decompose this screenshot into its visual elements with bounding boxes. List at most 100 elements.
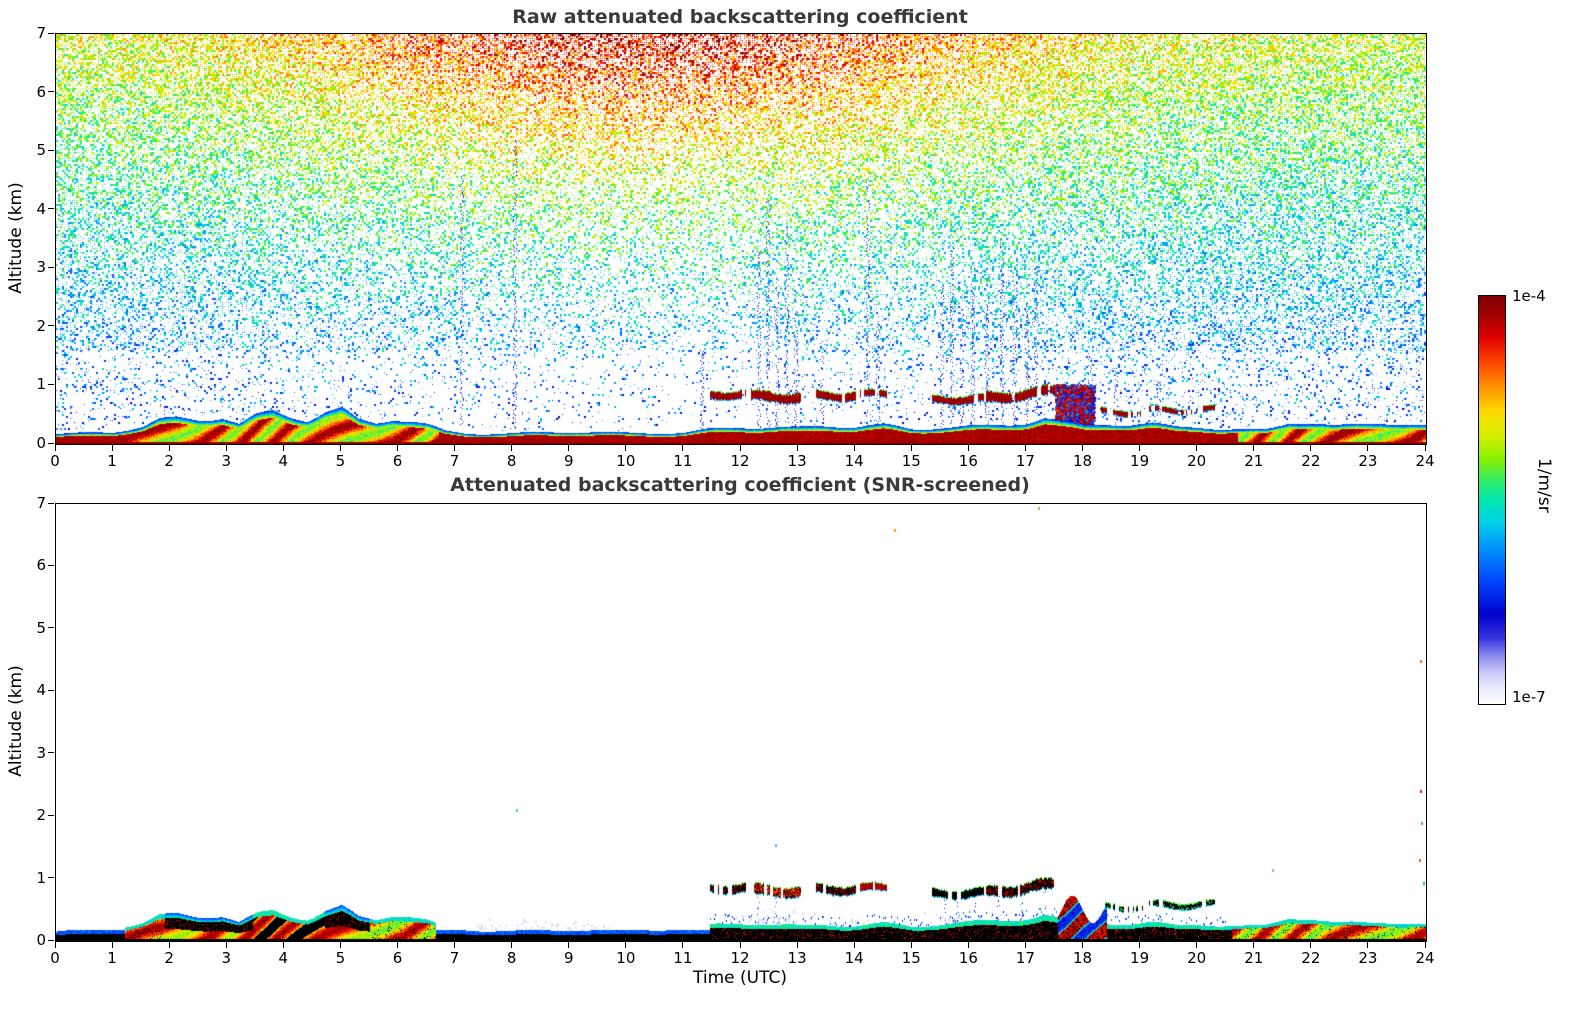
x-tick-mark: [967, 942, 969, 948]
x-tick-mark: [967, 445, 969, 451]
y-tick-label: 7: [36, 24, 46, 42]
x-tick-label: 0: [50, 949, 60, 967]
x-tick-mark: [54, 445, 56, 451]
x-tick-mark: [1253, 942, 1255, 948]
x-tick-mark: [682, 942, 684, 948]
x-tick-mark: [1367, 445, 1369, 451]
x-tick-label: 5: [335, 949, 346, 967]
x-tick-label: 5: [335, 452, 346, 470]
x-tick-mark: [454, 942, 456, 948]
y-tick-label: 6: [36, 82, 46, 101]
x-tick-label: 22: [1301, 949, 1321, 967]
x-tick-mark: [1310, 942, 1312, 948]
y-tick-mark: [48, 564, 54, 566]
x-tick-label: 10: [616, 452, 636, 470]
raw-panel-plot: [55, 33, 1427, 445]
y-tick-mark: [48, 266, 54, 268]
x-tick-label: 0: [50, 452, 60, 470]
x-tick-label: 19: [1130, 949, 1150, 967]
y-tick-label: 4: [36, 199, 46, 218]
y-tick-label: 6: [36, 556, 46, 575]
x-tick-mark: [1367, 942, 1369, 948]
y-tick-label: 2: [36, 316, 46, 335]
x-tick-mark: [739, 445, 741, 451]
x-tick-mark: [1253, 445, 1255, 451]
x-tick-mark: [796, 942, 798, 948]
x-tick-label: 11: [673, 452, 693, 470]
x-tick-label: 24: [1415, 949, 1435, 967]
x-tick-mark: [1024, 445, 1026, 451]
x-tick-mark: [54, 942, 56, 948]
x-tick-mark: [1082, 942, 1083, 948]
x-tick-label: 14: [844, 949, 864, 967]
y-tick-mark: [48, 149, 54, 151]
y-tick-mark: [48, 442, 54, 444]
x-tick-label: 6: [392, 949, 403, 967]
x-tick-label: 20: [1187, 452, 1207, 470]
x-tick-mark: [282, 445, 284, 451]
x-tick-mark: [568, 942, 570, 948]
x-tick-mark: [1139, 445, 1141, 451]
y-tick-label: 3: [36, 258, 46, 277]
y-tick-label: 0: [36, 931, 46, 949]
x-tick-mark: [910, 445, 912, 451]
y-tick-mark: [48, 383, 54, 385]
colorbar-max-tick-label: 1e-4: [1512, 287, 1546, 305]
x-tick-mark: [853, 445, 855, 451]
raw-panel-title: Raw attenuated backscattering coefficien…: [512, 6, 968, 28]
raw-heatmap-canvas: [56, 34, 1426, 444]
x-tick-mark: [853, 942, 855, 948]
x-tick-label: 10: [616, 949, 636, 967]
x-axis-label: Time (UTC): [693, 968, 787, 988]
y-tick-label: 5: [36, 618, 46, 637]
y-tick-label: 4: [36, 681, 46, 700]
x-tick-label: 16: [958, 452, 978, 470]
x-tick-label: 1: [107, 949, 117, 967]
x-tick-mark: [1082, 445, 1083, 451]
x-tick-label: 6: [392, 452, 403, 470]
x-tick-mark: [739, 942, 741, 948]
x-tick-label: 7: [449, 452, 460, 470]
x-tick-label: 13: [787, 949, 807, 967]
x-tick-label: 21: [1244, 452, 1264, 470]
x-tick-mark: [910, 942, 912, 948]
y-tick-label: 3: [36, 743, 46, 762]
x-tick-mark: [397, 942, 398, 948]
x-tick-label: 9: [563, 452, 574, 470]
x-tick-label: 20: [1187, 949, 1207, 967]
y-tick-mark: [48, 814, 54, 816]
x-tick-label: 9: [563, 949, 574, 967]
x-tick-label: 11: [673, 949, 693, 967]
x-tick-mark: [168, 445, 170, 451]
x-tick-label: 1: [107, 452, 117, 470]
screened-heatmap-canvas: [56, 504, 1426, 941]
y-tick-mark: [48, 91, 54, 93]
y-tick-mark: [48, 689, 54, 691]
x-tick-label: 14: [844, 452, 864, 470]
x-tick-mark: [1196, 942, 1198, 948]
colorbar-unit-label: 1/m/sr: [1534, 458, 1554, 513]
y-tick-label: 1: [36, 375, 46, 394]
y-tick-label: 7: [36, 494, 46, 512]
x-tick-label: 23: [1358, 452, 1378, 470]
x-tick-label: 17: [1015, 452, 1035, 470]
x-tick-label: 15: [901, 452, 921, 470]
y-tick-label: 2: [36, 806, 46, 825]
x-tick-mark: [111, 942, 113, 948]
colorbar-min-tick-label: 1e-7: [1512, 688, 1546, 706]
y-tick-mark: [48, 32, 54, 34]
x-tick-mark: [111, 445, 113, 451]
x-tick-label: 16: [958, 949, 978, 967]
x-tick-mark: [225, 942, 227, 948]
y-tick-mark: [48, 627, 54, 629]
x-tick-label: 7: [449, 949, 460, 967]
y-tick-label: 0: [36, 434, 46, 452]
colorbar-canvas: [1479, 296, 1505, 704]
y-tick-label: 5: [36, 141, 46, 160]
x-tick-mark: [511, 942, 513, 948]
x-tick-mark: [339, 445, 341, 451]
y-tick-mark: [48, 325, 54, 327]
x-tick-mark: [1310, 445, 1312, 451]
x-tick-mark: [1424, 942, 1426, 948]
